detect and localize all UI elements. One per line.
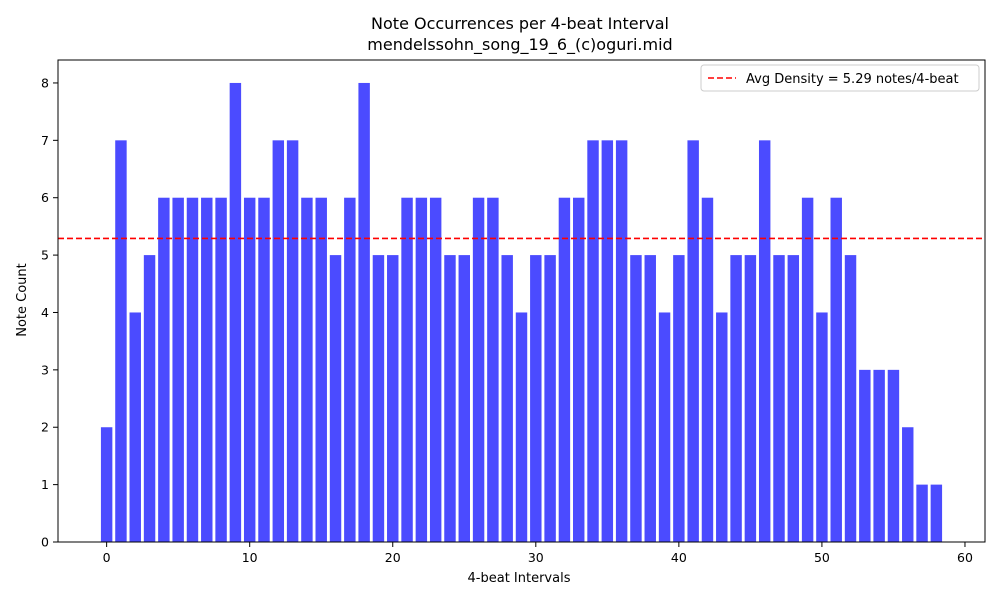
- bar: [129, 312, 141, 542]
- x-axis-label: 4-beat Intervals: [468, 571, 571, 586]
- bar: [773, 255, 785, 542]
- bar: [372, 255, 385, 542]
- bar: [315, 197, 327, 542]
- bar: [859, 369, 871, 542]
- bar: [530, 255, 542, 542]
- bars-group: [100, 82, 943, 543]
- bar: [701, 197, 714, 542]
- bar: [243, 197, 256, 542]
- bar: [358, 82, 370, 542]
- x-tick-label: 10: [242, 550, 258, 565]
- x-tick-label: 0: [103, 550, 111, 565]
- bar: [487, 197, 499, 542]
- bar: [830, 197, 842, 542]
- y-axis-label: Note Count: [15, 263, 30, 337]
- bar: [558, 197, 571, 542]
- bar: [429, 197, 442, 542]
- y-tick-label: 4: [41, 305, 49, 320]
- bar: [329, 255, 342, 542]
- bar: [544, 255, 556, 542]
- bar: [515, 312, 528, 542]
- bar: [115, 140, 127, 543]
- bar: [143, 255, 156, 542]
- bar: [615, 140, 628, 543]
- legend-box: [700, 64, 980, 92]
- y-tick-label: 1: [41, 477, 49, 492]
- bar: [215, 197, 227, 542]
- bar: [415, 197, 428, 542]
- y-axis-ticks: 0 1 2 3 4 5 6 7 8: [41, 75, 58, 550]
- bar: [873, 369, 885, 542]
- bar: [286, 140, 299, 543]
- bar: [573, 197, 585, 542]
- bar: [587, 140, 599, 543]
- y-tick-label: 7: [41, 133, 49, 148]
- y-tick-label: 2: [41, 420, 49, 435]
- bar: [916, 484, 928, 542]
- bar: [787, 255, 800, 542]
- bar: [501, 255, 513, 542]
- bar: [458, 255, 470, 542]
- x-tick-label: 20: [385, 550, 401, 565]
- bar: [258, 197, 270, 542]
- y-tick-label: 6: [41, 190, 49, 205]
- bar: [601, 140, 614, 543]
- bar: [801, 197, 814, 542]
- x-tick-label: 30: [528, 550, 544, 565]
- legend: Avg Density = 5.29 notes/4-beat: [700, 64, 980, 92]
- bar: [301, 197, 313, 542]
- bar: [472, 197, 485, 542]
- bar: [444, 255, 456, 542]
- bar: [758, 140, 771, 543]
- plot-frame: [57, 59, 986, 543]
- bar: [344, 197, 356, 542]
- bar: [744, 255, 757, 542]
- bar: [716, 312, 728, 542]
- bar: [201, 197, 213, 542]
- bar: [687, 140, 699, 543]
- y-tick-label: 3: [41, 362, 49, 377]
- bar: [158, 197, 170, 542]
- x-axis-ticks: 0 10 20 30 40 50 60: [103, 542, 973, 565]
- bar: [172, 197, 184, 542]
- chart-subtitle: mendelssohn_song_19_6_(c)oguri.mid: [367, 35, 672, 55]
- bar: [658, 312, 671, 542]
- bar: [816, 312, 828, 542]
- bar: [630, 255, 642, 542]
- bar: [401, 197, 413, 542]
- bar: [730, 255, 742, 542]
- bar: [272, 140, 285, 543]
- x-tick-label: 40: [671, 550, 687, 565]
- y-tick-label: 5: [41, 248, 49, 263]
- bar: [673, 255, 685, 542]
- bar: [100, 427, 113, 542]
- legend-label: Avg Density = 5.29 notes/4-beat: [746, 72, 959, 87]
- bar: [844, 255, 857, 542]
- x-tick-label: 60: [957, 550, 973, 565]
- bar: [186, 197, 199, 542]
- bar: [930, 484, 943, 542]
- x-tick-label: 50: [814, 550, 830, 565]
- bar: [902, 427, 914, 542]
- bar: [387, 255, 399, 542]
- y-tick-label: 0: [41, 535, 49, 550]
- y-tick-label: 8: [41, 75, 49, 90]
- bar: [229, 82, 242, 542]
- bar: [887, 369, 900, 542]
- bar: [644, 255, 656, 542]
- chart-title: Note Occurrences per 4-beat Interval: [371, 14, 669, 33]
